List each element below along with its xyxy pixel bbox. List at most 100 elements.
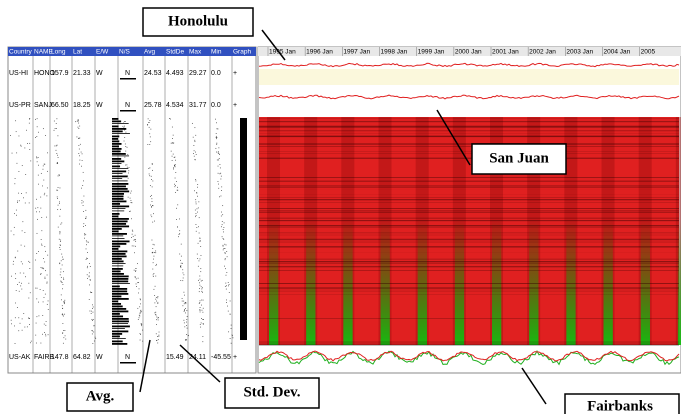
dot	[30, 160, 32, 162]
dot	[155, 275, 157, 277]
dot	[218, 147, 220, 149]
dot	[59, 263, 61, 265]
dot	[85, 224, 86, 226]
bar	[112, 293, 129, 295]
dot	[196, 192, 197, 194]
dot	[91, 330, 93, 331]
dot	[46, 216, 47, 218]
dot	[197, 242, 199, 244]
callout-box	[142, 7, 254, 37]
dot	[127, 196, 129, 198]
dot	[140, 310, 141, 312]
dot	[183, 322, 185, 324]
dot	[76, 120, 78, 122]
dot	[124, 121, 126, 122]
dot	[194, 209, 196, 211]
dot	[56, 189, 58, 191]
dot	[201, 279, 203, 281]
year-label: 2005	[641, 49, 656, 56]
dot	[232, 337, 234, 339]
dot	[58, 174, 60, 176]
dot	[27, 143, 29, 144]
dot	[85, 209, 87, 211]
dot	[171, 160, 173, 161]
bar	[112, 328, 125, 329]
dot	[140, 334, 141, 335]
dot	[180, 255, 182, 257]
dot	[150, 204, 151, 206]
dot	[22, 263, 23, 265]
dot	[185, 308, 186, 309]
dot	[55, 145, 57, 147]
dot	[181, 298, 183, 299]
dot	[43, 179, 45, 181]
dot	[94, 336, 96, 338]
dot	[196, 227, 198, 228]
year-label: 1997 Jan	[343, 49, 370, 56]
dot	[154, 312, 156, 314]
dot	[178, 236, 179, 238]
dot	[57, 198, 59, 199]
dot	[198, 217, 200, 219]
dot	[157, 339, 159, 341]
dot	[216, 159, 218, 161]
dot	[77, 126, 79, 128]
dot	[45, 324, 47, 326]
column-header: Graph	[233, 49, 251, 56]
dot	[11, 275, 12, 277]
dot	[151, 201, 153, 202]
dot	[63, 301, 64, 303]
dot	[199, 310, 201, 311]
dot	[157, 296, 159, 297]
dot	[63, 330, 65, 331]
dot	[199, 240, 201, 242]
dot	[217, 172, 219, 174]
dot	[19, 322, 21, 324]
dot	[56, 196, 58, 198]
dot	[25, 192, 27, 194]
dot	[199, 275, 201, 277]
dot	[57, 204, 59, 206]
dot	[151, 239, 153, 241]
dot	[43, 268, 45, 270]
dot	[183, 319, 185, 321]
dot	[10, 230, 12, 232]
dot	[84, 234, 86, 236]
bar	[112, 180, 128, 182]
dot	[40, 342, 42, 344]
dot	[64, 302, 65, 304]
dot	[59, 233, 61, 235]
dot	[202, 341, 204, 343]
dot	[47, 300, 49, 302]
bar	[112, 175, 128, 178]
dot	[45, 321, 47, 322]
dot	[202, 287, 203, 289]
dot	[196, 253, 198, 255]
dot	[183, 291, 185, 293]
dot	[174, 156, 176, 158]
dot	[29, 292, 31, 294]
dot	[186, 339, 187, 341]
bar	[112, 300, 119, 303]
dot	[42, 168, 44, 170]
dot	[198, 303, 200, 304]
dot	[186, 327, 188, 329]
dot	[55, 128, 57, 129]
dot	[173, 142, 175, 144]
dot	[125, 150, 127, 152]
dot	[64, 299, 66, 301]
dot	[224, 253, 226, 255]
dot	[199, 284, 201, 286]
cold-stripe	[343, 117, 353, 345]
dot	[88, 275, 90, 277]
bar	[112, 280, 129, 283]
dot	[62, 315, 64, 317]
dot	[130, 190, 132, 192]
dot	[230, 342, 232, 344]
dot	[14, 257, 16, 259]
dot	[131, 229, 133, 231]
dot	[15, 302, 16, 304]
dot	[75, 121, 77, 123]
bar	[112, 225, 130, 228]
callout-box	[66, 382, 134, 412]
